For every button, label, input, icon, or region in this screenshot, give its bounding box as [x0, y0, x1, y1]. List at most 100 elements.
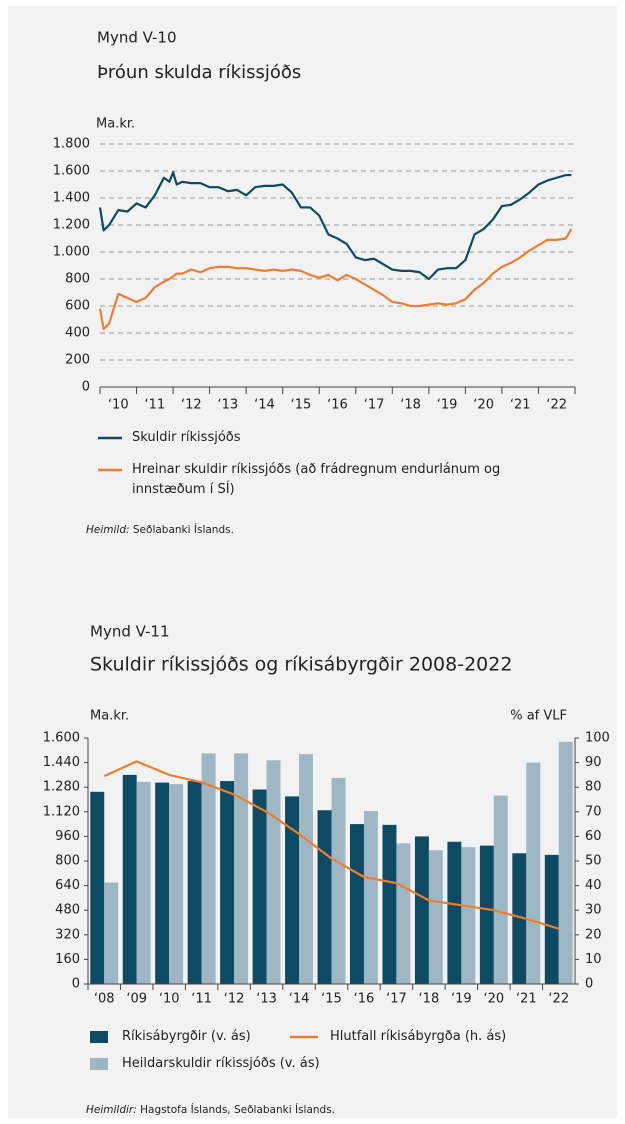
bar [512, 853, 527, 984]
bar [299, 754, 313, 984]
bar [382, 824, 397, 984]
bar [493, 795, 508, 984]
x-tick-label: ‘20 [483, 992, 504, 1007]
y-tick-label: 50 [585, 854, 602, 869]
y-tick-label: 0 [82, 380, 90, 395]
figure-label: Mynd V-10 [97, 29, 177, 47]
bar [428, 850, 443, 984]
y-tick-label: 100 [585, 731, 610, 746]
y-tick-label: 20 [585, 927, 602, 942]
y-tick-label: 0 [585, 977, 593, 992]
bar [201, 753, 216, 984]
y-tick-label: 40 [585, 878, 602, 893]
bar [155, 782, 170, 984]
bar [350, 824, 364, 984]
y2-axis-label: % af VLF [510, 709, 567, 724]
y-axis-label: Ma.kr. [96, 117, 135, 132]
x-tick-label: ‘16 [327, 398, 348, 413]
x-tick-label: ‘12 [224, 992, 245, 1007]
x-tick-label: ‘17 [364, 398, 385, 413]
source-label: Heimildir: [86, 1104, 137, 1116]
bar [104, 882, 119, 984]
x-tick-label: ‘10 [108, 398, 129, 413]
series-line [98, 228, 573, 331]
bar [479, 845, 494, 984]
y-tick-label: 70 [585, 804, 602, 819]
legend-label: Heildarskuldir ríkissjóðs (v. ás) [122, 1056, 320, 1071]
y-tick-label: 600 [65, 299, 90, 314]
legend-label: Skuldir ríkissjóðs [132, 430, 241, 445]
y-tick-label: 1.440 [43, 755, 80, 770]
series-line [98, 171, 572, 281]
bar [122, 774, 137, 984]
bar [285, 796, 300, 984]
x-tick-label: ‘17 [386, 992, 407, 1007]
x-tick-label: ‘19 [437, 398, 458, 413]
x-tick-label: ‘16 [354, 992, 375, 1007]
x-tick-label: ‘11 [144, 398, 165, 413]
source: Heimildir: Hagstofa Íslands, Seðlabanki … [86, 1104, 335, 1116]
y-tick-label: 1.120 [43, 804, 80, 819]
x-tick-label: ‘20 [473, 398, 494, 413]
x-tick-label: ‘21 [510, 398, 531, 413]
legend-swatch [90, 1031, 108, 1043]
y-tick-label: 80 [585, 780, 602, 795]
bar [331, 777, 346, 984]
bar [169, 784, 184, 984]
bar [526, 762, 541, 984]
source-text: Hagstofa Íslands, Seðlabanki Íslands. [140, 1104, 336, 1116]
x-tick-label: ‘18 [419, 992, 440, 1007]
x-tick-label: ‘19 [451, 992, 472, 1007]
x-tick-label: ‘15 [321, 992, 342, 1007]
x-tick-label: ‘22 [548, 992, 569, 1007]
y-tick-label: 800 [65, 272, 90, 287]
y-axis-label: Ma.kr. [90, 709, 129, 724]
y-tick-label: 1.600 [53, 164, 90, 179]
bar [363, 811, 378, 984]
bar [266, 760, 281, 984]
source-text: Seðlabanki Íslands. [132, 524, 234, 536]
y-tick-label: 1.800 [53, 137, 90, 152]
chart-title: Þróun skulda ríkissjóðs [97, 62, 301, 83]
bar [396, 843, 411, 984]
y-tick-label: 960 [55, 829, 80, 844]
bar [558, 741, 573, 984]
y-tick-label: 800 [55, 854, 80, 869]
legend-swatch [90, 1058, 108, 1070]
y-tick-label: 480 [55, 903, 80, 918]
figure-label: Mynd V-11 [90, 623, 170, 641]
bar [461, 847, 476, 984]
y-tick-label: 1.280 [43, 780, 80, 795]
bar [234, 753, 249, 984]
series-line [103, 760, 560, 930]
bar [414, 836, 429, 984]
x-tick-label: ‘21 [516, 992, 537, 1007]
x-tick-label: ‘12 [181, 398, 202, 413]
x-tick-label: ‘14 [254, 398, 275, 413]
x-tick-label: ‘18 [400, 398, 421, 413]
x-tick-label: ‘13 [218, 398, 239, 413]
bar [447, 841, 462, 984]
y-tick-label: 0 [72, 977, 80, 992]
y-tick-label: 1.200 [53, 218, 90, 233]
x-tick-label: ‘08 [94, 992, 115, 1007]
y-tick-label: 30 [585, 903, 602, 918]
x-tick-label: ‘09 [126, 992, 147, 1007]
y-tick-label: 640 [55, 878, 80, 893]
bar [220, 781, 235, 984]
y-tick-label: 320 [55, 927, 80, 942]
legend-label: Hlutfall ríkisábyrgða (h. ás) [330, 1029, 507, 1044]
bar [136, 781, 151, 984]
x-tick-label: ‘11 [191, 992, 212, 1007]
source-label: Heimild: [86, 524, 130, 536]
x-tick-label: ‘14 [289, 992, 310, 1007]
y-tick-label: 90 [585, 755, 602, 770]
bar [90, 791, 105, 984]
y-tick-label: 1.600 [43, 731, 80, 746]
chart-title: Skuldir ríkissjóðs og ríkisábyrgðir 2008… [90, 654, 512, 676]
bar [544, 854, 559, 984]
y-tick-label: 60 [585, 829, 602, 844]
bar [187, 781, 202, 984]
